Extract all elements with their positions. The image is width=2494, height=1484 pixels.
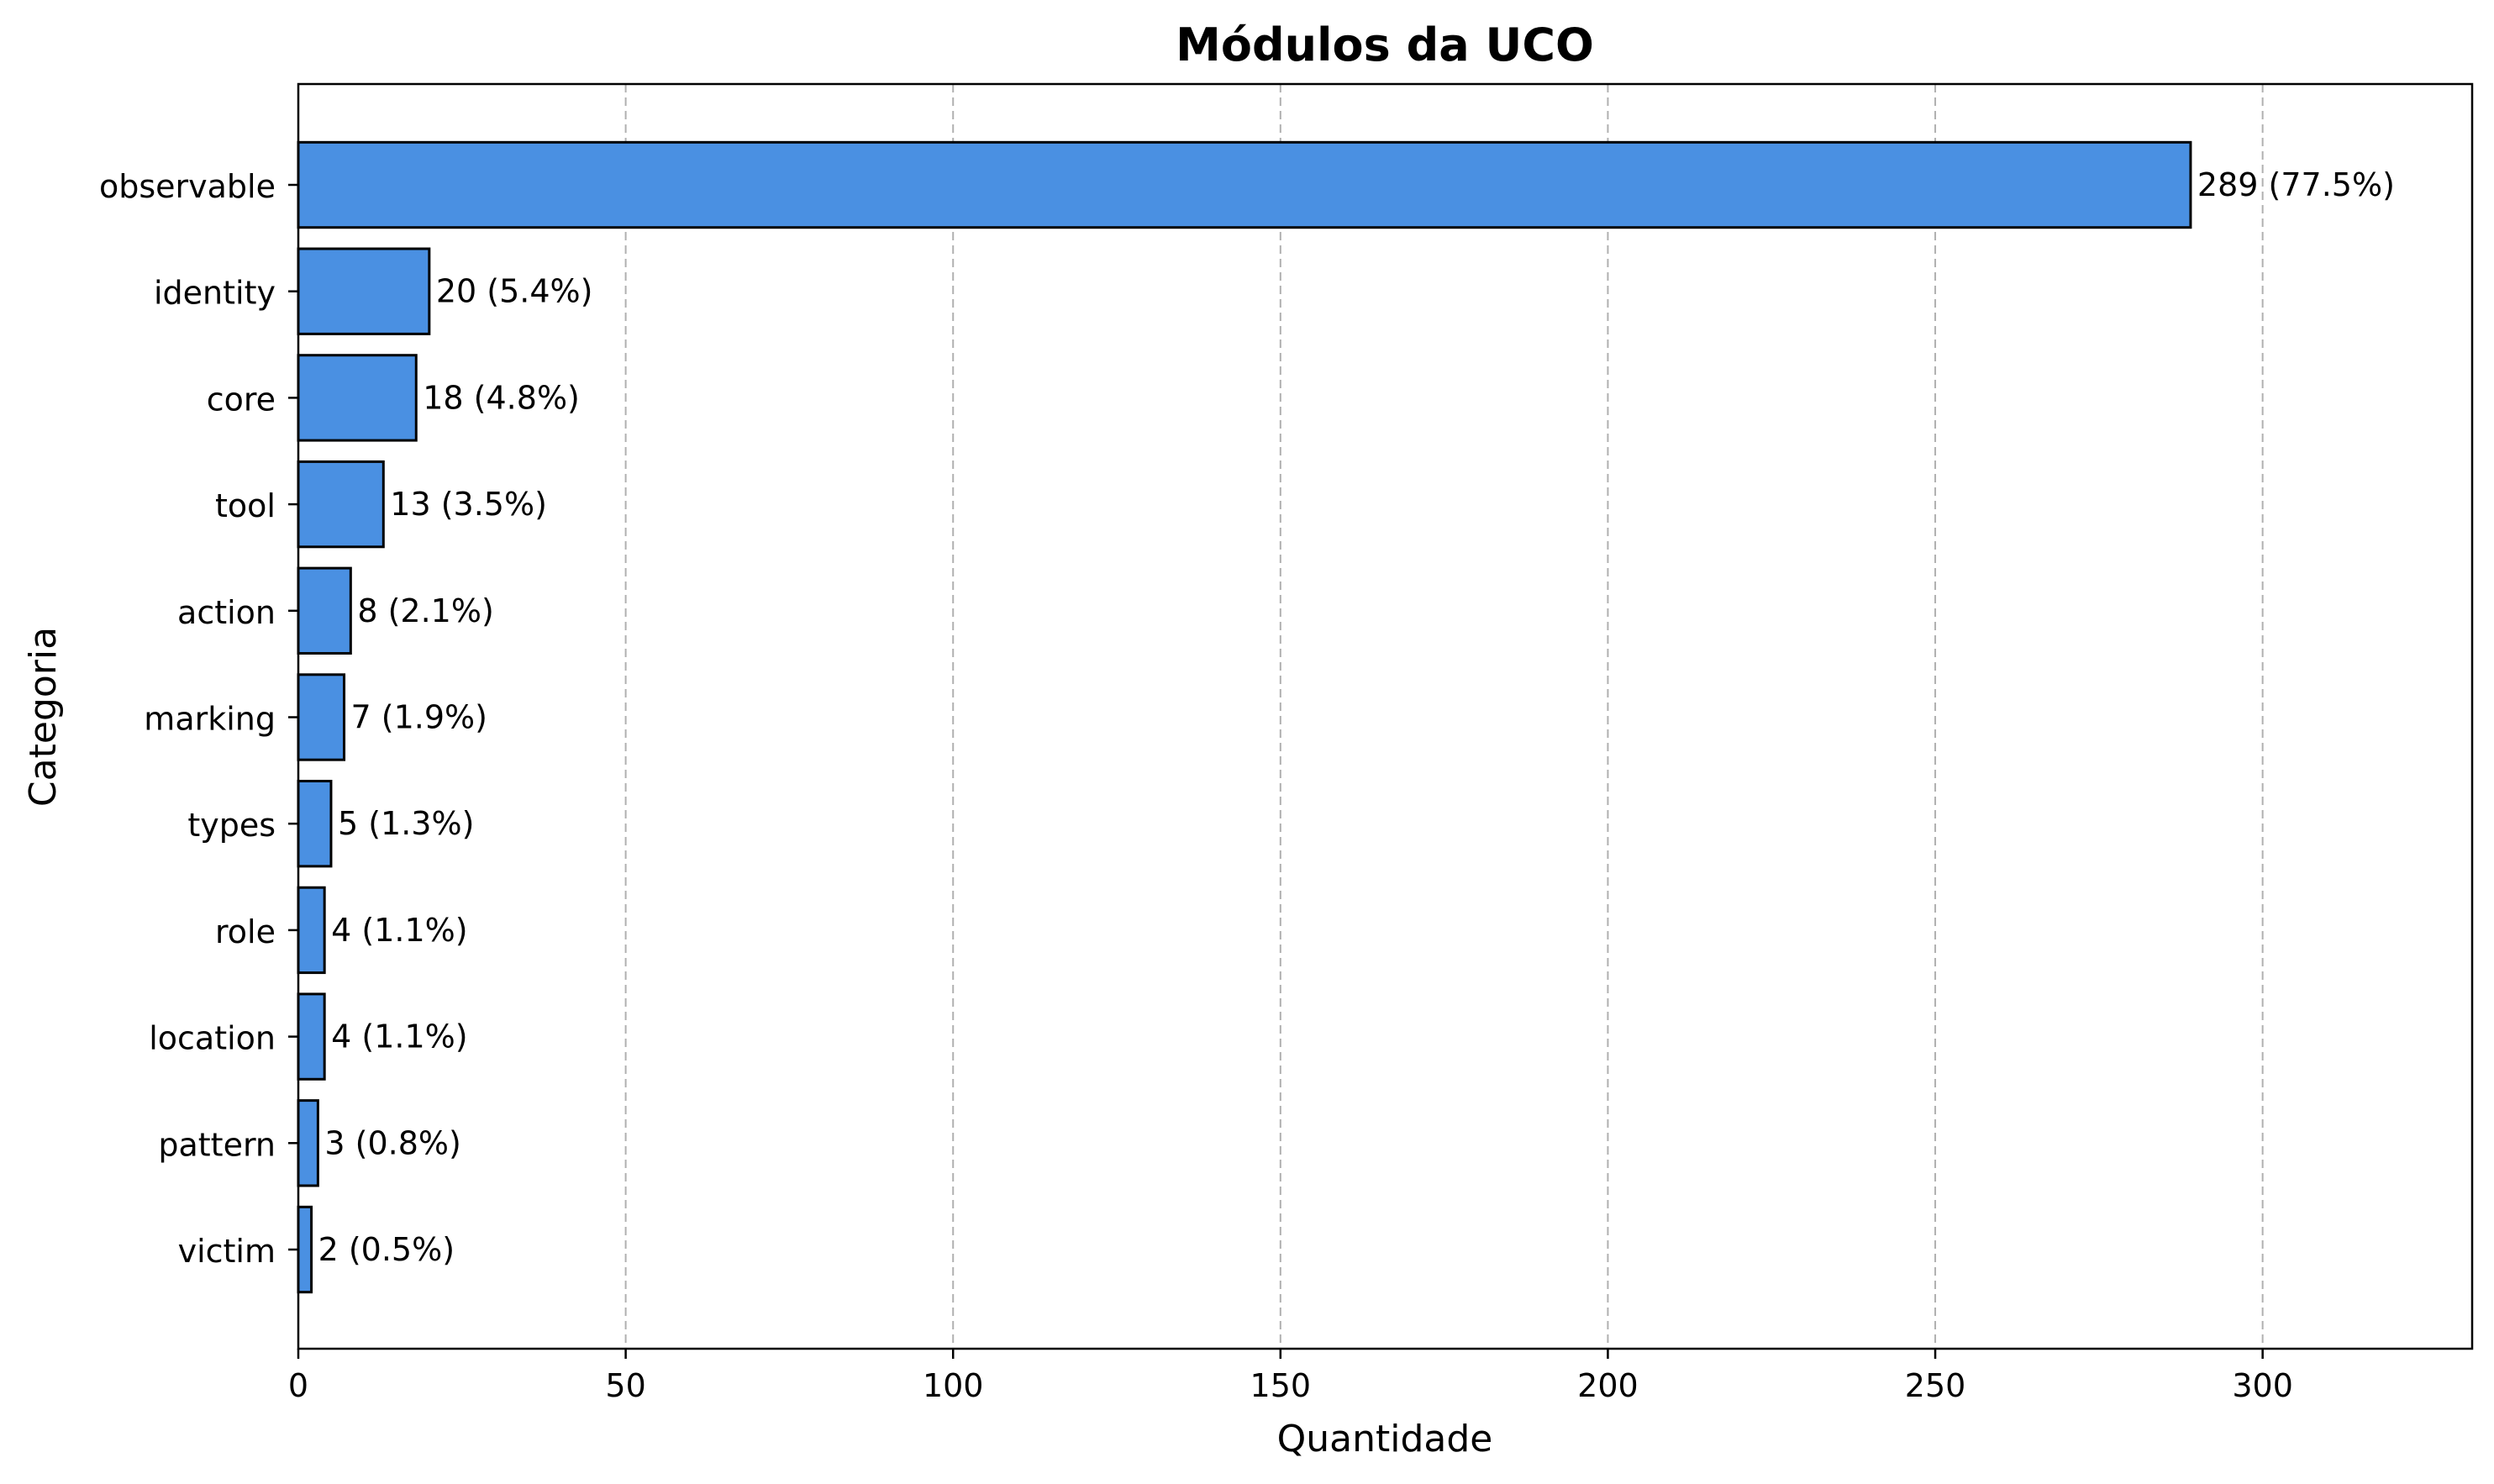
bar-location: [297, 992, 326, 1081]
data-label-action: 8 (2.1%): [357, 592, 493, 629]
data-label-core: 18 (4.8%): [423, 379, 580, 416]
data-label-identity: 20 (5.4%): [436, 273, 593, 310]
grid-lines: [624, 84, 2264, 1349]
x-tick-label: 0: [288, 1367, 308, 1404]
bar-identity: [297, 247, 431, 335]
bar-role: [297, 886, 326, 975]
y-tick-label-victim: victim: [178, 1233, 276, 1270]
y-tick-label-location: location: [149, 1020, 276, 1057]
data-label-marking: 7 (1.9%): [351, 699, 487, 736]
bar-types: [297, 780, 333, 868]
bar-victim: [297, 1205, 313, 1294]
data-label-types: 5 (1.3%): [338, 805, 474, 842]
y-tick-label-tool: tool: [215, 487, 276, 524]
data-label-observable: 289 (77.5%): [2197, 166, 2395, 203]
y-axis-ticks: observable identity core tool action marking t…: [99, 168, 298, 1270]
data-label-tool: 13 (3.5%): [390, 486, 547, 523]
data-label-pattern: 3 (0.8%): [324, 1124, 460, 1161]
y-tick-label-marking: marking: [144, 701, 276, 738]
y-tick-label-types: types: [187, 807, 276, 844]
plot-frame: [297, 82, 2474, 1350]
bar-tool: [297, 460, 385, 549]
data-labels: 289 (77.5%) 20 (5.4%) 18 (4.8%) 13 (3.5%) 8 …: [318, 166, 2395, 1268]
x-tick-label: 300: [2232, 1367, 2293, 1404]
x-tick-label: 250: [1905, 1367, 1966, 1404]
x-axis-label: Quantidade: [1277, 1418, 1493, 1460]
y-axis-label: Categoria: [22, 627, 65, 807]
x-tick-label: 100: [923, 1367, 984, 1404]
y-tick-label-core: core: [207, 381, 276, 418]
y-tick-label-role: role: [215, 913, 276, 950]
bar-core: [297, 354, 418, 442]
y-tick-label-action: action: [177, 594, 276, 631]
x-tick-label: 150: [1250, 1367, 1312, 1404]
x-tick-label: 50: [605, 1367, 645, 1404]
y-tick-label-identity: identity: [154, 275, 276, 312]
data-label-location: 4 (1.1%): [331, 1018, 467, 1055]
y-tick-label-observable: observable: [99, 168, 276, 205]
data-label-victim: 2 (0.5%): [318, 1231, 455, 1268]
data-label-role: 4 (1.1%): [331, 912, 467, 949]
bar-marking: [297, 673, 346, 761]
y-tick-label-pattern: pattern: [158, 1126, 276, 1163]
bars: [297, 140, 2192, 1294]
chart-title: Módulos da UCO: [1176, 18, 1594, 71]
bar-pattern: [297, 1099, 319, 1187]
x-tick-label: 200: [1577, 1367, 1639, 1404]
bar-observable: [297, 140, 2192, 229]
x-axis-ticks: 0 50 100 150 200 250 300: [288, 1349, 2293, 1404]
bar-action: [297, 566, 352, 655]
